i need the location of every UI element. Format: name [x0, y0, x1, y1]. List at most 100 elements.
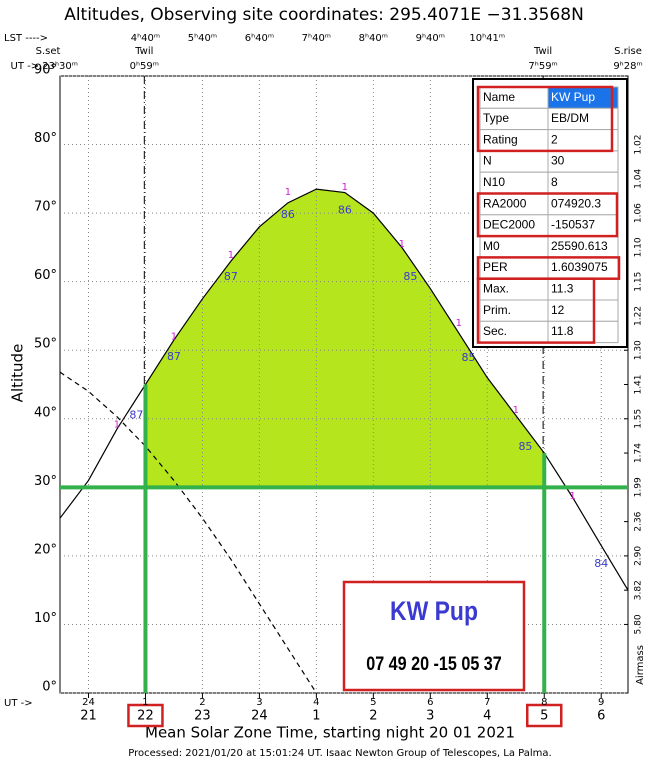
target-box [342, 580, 526, 692]
ut-tick-label: 9 [598, 697, 604, 708]
airmass-tick-label: 1.30 [634, 340, 644, 360]
observable-area [145, 189, 545, 488]
event-name: S.set [36, 46, 61, 57]
x-tick-label: 2 [369, 709, 377, 724]
lst-tick-label: 7ʰ40ᵐ [302, 33, 331, 44]
moon-distance-label: 86 [281, 208, 295, 221]
y-tick-label: 60° [34, 268, 57, 283]
group-box [476, 192, 619, 238]
y-tick-label: 70° [34, 200, 57, 215]
ut-tick-label: 7 [484, 697, 490, 708]
footer: Processed: 2021/01/20 at 15:01:24 UT. Is… [128, 748, 551, 759]
y-tick-label: 0° [42, 680, 57, 695]
table-key: Rating [483, 132, 518, 146]
marker-label: 1 [171, 332, 177, 343]
table-value: 12 [551, 303, 565, 317]
moon-distance-label: 84 [594, 557, 608, 570]
event-time: 7ʰ59ᵐ [528, 61, 557, 72]
x-tick-label: 24 [251, 709, 268, 724]
marker-label: 1 [570, 491, 576, 502]
table-value: 30 [551, 154, 565, 168]
moon-distance-label: 87 [129, 408, 143, 421]
marker-label: 1 [228, 250, 234, 261]
lst-tick-label: 4ʰ40ᵐ [131, 33, 160, 44]
ut-tick-label: 1 [142, 697, 148, 708]
airmass-tick-label: 1.15 [634, 272, 644, 292]
group-box [476, 277, 596, 344]
table-key: Max. [483, 282, 509, 296]
moon-distance-label: 85 [403, 270, 417, 283]
airmass-tick-label: 1.06 [634, 203, 644, 223]
table-key: DEC2000 [483, 218, 535, 232]
ut-tick-label: 6 [427, 697, 433, 708]
table-cell [547, 129, 619, 152]
table-key: N10 [483, 175, 505, 189]
x-tick-label: 23 [194, 709, 211, 724]
table-value: EB/DM [551, 111, 589, 125]
airmass-tick-label: 2.90 [634, 546, 644, 566]
y-tick-label: 20° [34, 542, 57, 557]
airmass-tick-label: 3.82 [634, 580, 644, 600]
event-time: 9ʰ28ᵐ [613, 61, 642, 72]
airmass-tick-label: 1.10 [634, 237, 644, 257]
x-tick-label: 5 [540, 709, 548, 724]
x-tick-label: 3 [426, 709, 434, 724]
highlight-box [127, 703, 164, 728]
table-key: Type [483, 111, 509, 125]
lst-tick-label: 9ʰ40ᵐ [416, 33, 445, 44]
ut-tick-label: 5 [370, 697, 376, 708]
marker-label: 1 [456, 318, 462, 329]
table-key: PER [483, 260, 508, 274]
altitude-curve [59, 188, 629, 591]
ut-tick-label: 24 [82, 697, 95, 708]
airmass-tick-label: 1.99 [634, 477, 644, 497]
marker-label: 1 [285, 187, 291, 198]
y-tick-label: 10° [34, 611, 57, 626]
table-value: 11.3 [551, 282, 574, 296]
ut-tick-label: 2 [199, 697, 205, 708]
moon-distance-label: 86 [338, 203, 352, 216]
table-value: KW Pup [551, 90, 595, 104]
y-tick-label: 50° [34, 337, 57, 352]
table-value: 1.6039075 [551, 260, 608, 274]
table-key: RA2000 [483, 196, 527, 210]
table-value: 2 [551, 132, 558, 146]
y-tick-label: 40° [34, 405, 57, 420]
table-value: 074920.3 [551, 196, 601, 210]
ut-tick-label: 8 [541, 697, 547, 708]
table-key: Name [483, 90, 515, 104]
ut-axis-label: UT -> [4, 698, 33, 709]
y-tick-label: 90° [34, 63, 57, 78]
x-axis-title: Mean Solar Zone Time, starting night 20 … [145, 724, 515, 742]
moon-distance-label: 85 [461, 351, 475, 364]
altitude-curve [59, 371, 317, 694]
table-key: N [483, 154, 492, 168]
table-key: Prim. [483, 303, 511, 317]
moon-distance-label: 85 [518, 440, 532, 453]
y-tick-label: 80° [34, 131, 57, 146]
event-name: Twil [533, 46, 552, 57]
airmass-tick-label: 2.36 [634, 511, 644, 531]
target-coords: 07 49 20 -15 05 37 [366, 653, 502, 675]
table-cell [547, 171, 619, 194]
ut-tick-label: 4 [313, 697, 319, 708]
airmass-tick-label: 1.41 [634, 374, 644, 394]
marker-label: 1 [399, 239, 405, 250]
airmass-tick-label: 1.55 [634, 409, 644, 429]
table-value: 8 [551, 175, 558, 189]
event-time: 0ʰ59ᵐ [130, 61, 159, 72]
marker-label: 1 [513, 405, 519, 416]
moon-distance-label: 87 [224, 270, 238, 283]
ut-tick-label: 3 [256, 697, 262, 708]
marker-label: 1 [114, 419, 120, 430]
table-key: M0 [483, 239, 500, 253]
x-tick-label: 6 [597, 709, 605, 724]
airmass-tick-label: 5.80 [634, 614, 644, 634]
lst-tick-label: 5ʰ40ᵐ [188, 33, 217, 44]
x-tick-label: 22 [137, 709, 154, 724]
event-name: S.rise [614, 46, 642, 57]
table-value: 25590.613 [551, 239, 608, 253]
table-value: -150537 [551, 218, 595, 232]
airmass-tick-label: 1.02 [634, 135, 644, 155]
